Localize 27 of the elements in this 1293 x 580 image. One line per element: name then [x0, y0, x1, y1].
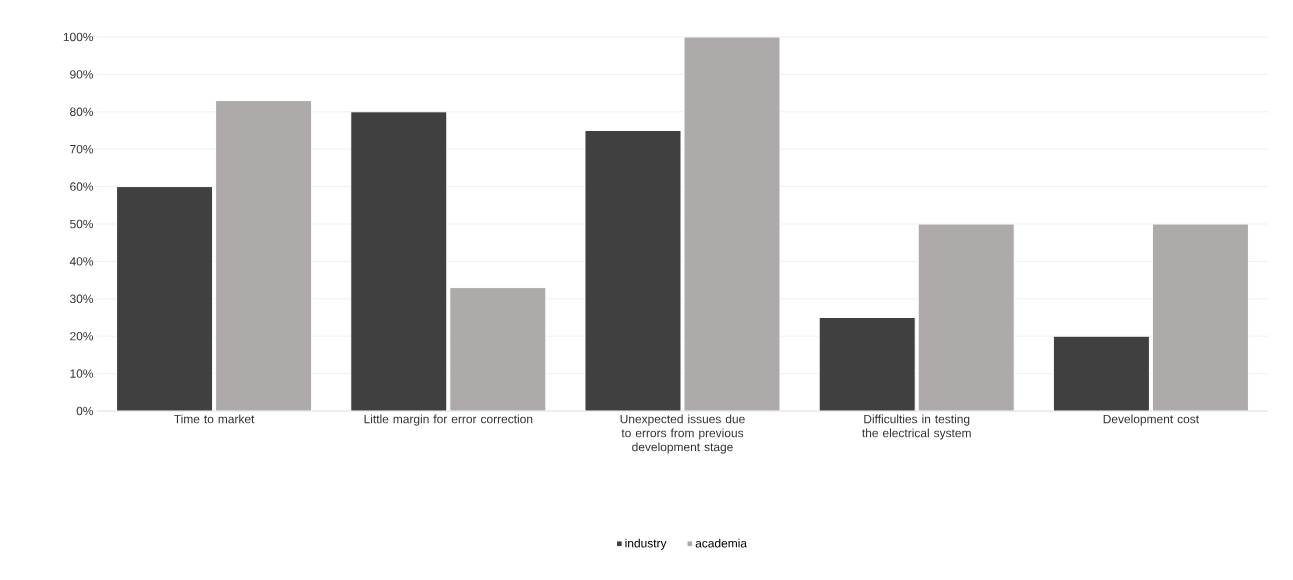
bar	[116, 186, 214, 411]
y-tick-label: 60%	[70, 182, 94, 191]
y-tick-label: 90%	[70, 70, 94, 79]
bar	[1151, 223, 1249, 411]
bar	[449, 287, 547, 411]
x-tick-label: Development cost	[1103, 414, 1199, 426]
x-tick-label: Difficulties in testing the electrical system	[862, 414, 971, 440]
y-tick-label: 100%	[63, 32, 94, 42]
x-tick-label: Time to market	[174, 414, 255, 424]
x-tick-label: Little margin for error correction	[364, 414, 533, 426]
y-tick-label: 0%	[76, 406, 94, 416]
bar	[818, 317, 916, 411]
x-tick-label: Unexpected issues due to errors from previous development stage	[620, 414, 745, 454]
bar	[917, 223, 1015, 411]
legend-label: academia	[695, 538, 747, 548]
bar	[584, 130, 682, 411]
legend-label: industry	[625, 538, 667, 550]
y-tick-label: 70%	[70, 144, 94, 154]
y-tick-label: 30%	[70, 294, 94, 304]
bar	[1052, 335, 1150, 411]
bar	[350, 111, 448, 411]
y-tick-label: 80%	[70, 107, 94, 117]
y-tick-label: 20%	[70, 331, 94, 341]
y-tick-label: 10%	[70, 369, 94, 378]
y-tick-label: 40%	[69, 257, 94, 266]
bar	[215, 100, 313, 411]
y-tick-label: 50%	[70, 219, 94, 229]
